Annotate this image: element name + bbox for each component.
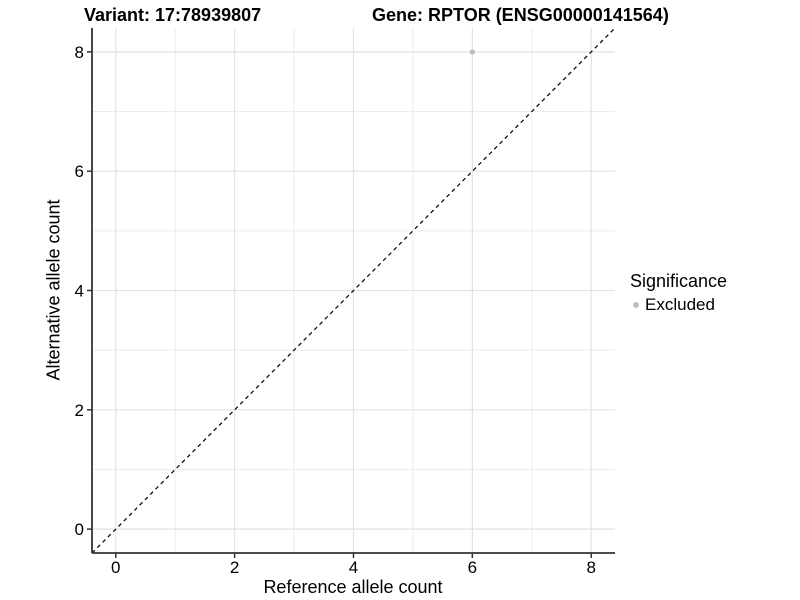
x-tick-label: 8 xyxy=(586,558,595,577)
legend-item-label: Excluded xyxy=(645,295,715,314)
identity-dashed-line xyxy=(91,27,616,554)
x-axis-title: Reference allele count xyxy=(263,577,443,597)
x-tick-label: 0 xyxy=(111,558,120,577)
legend-marker-circle-icon xyxy=(633,302,639,308)
gene-title: Gene: RPTOR (ENSG00000141564) xyxy=(372,5,669,25)
y-tick-label: 6 xyxy=(75,162,84,181)
y-axis-title: Alternative allele count xyxy=(43,199,64,381)
legend-item-excluded: Excluded xyxy=(630,295,727,315)
y-tick-label: 8 xyxy=(75,43,84,62)
y-tick-label: 0 xyxy=(75,520,84,539)
x-tick-label: 4 xyxy=(349,558,358,577)
legend: Significance Excluded xyxy=(630,271,727,315)
x-tick-label: 2 xyxy=(230,558,239,577)
legend-title: Significance xyxy=(630,271,728,291)
y-tick-label: 4 xyxy=(75,282,84,301)
x-tick-label: 6 xyxy=(468,558,477,577)
y-tick-label: 2 xyxy=(75,401,84,420)
data-point xyxy=(469,49,475,55)
variant-title: Variant: 17:78939807 xyxy=(84,5,262,25)
